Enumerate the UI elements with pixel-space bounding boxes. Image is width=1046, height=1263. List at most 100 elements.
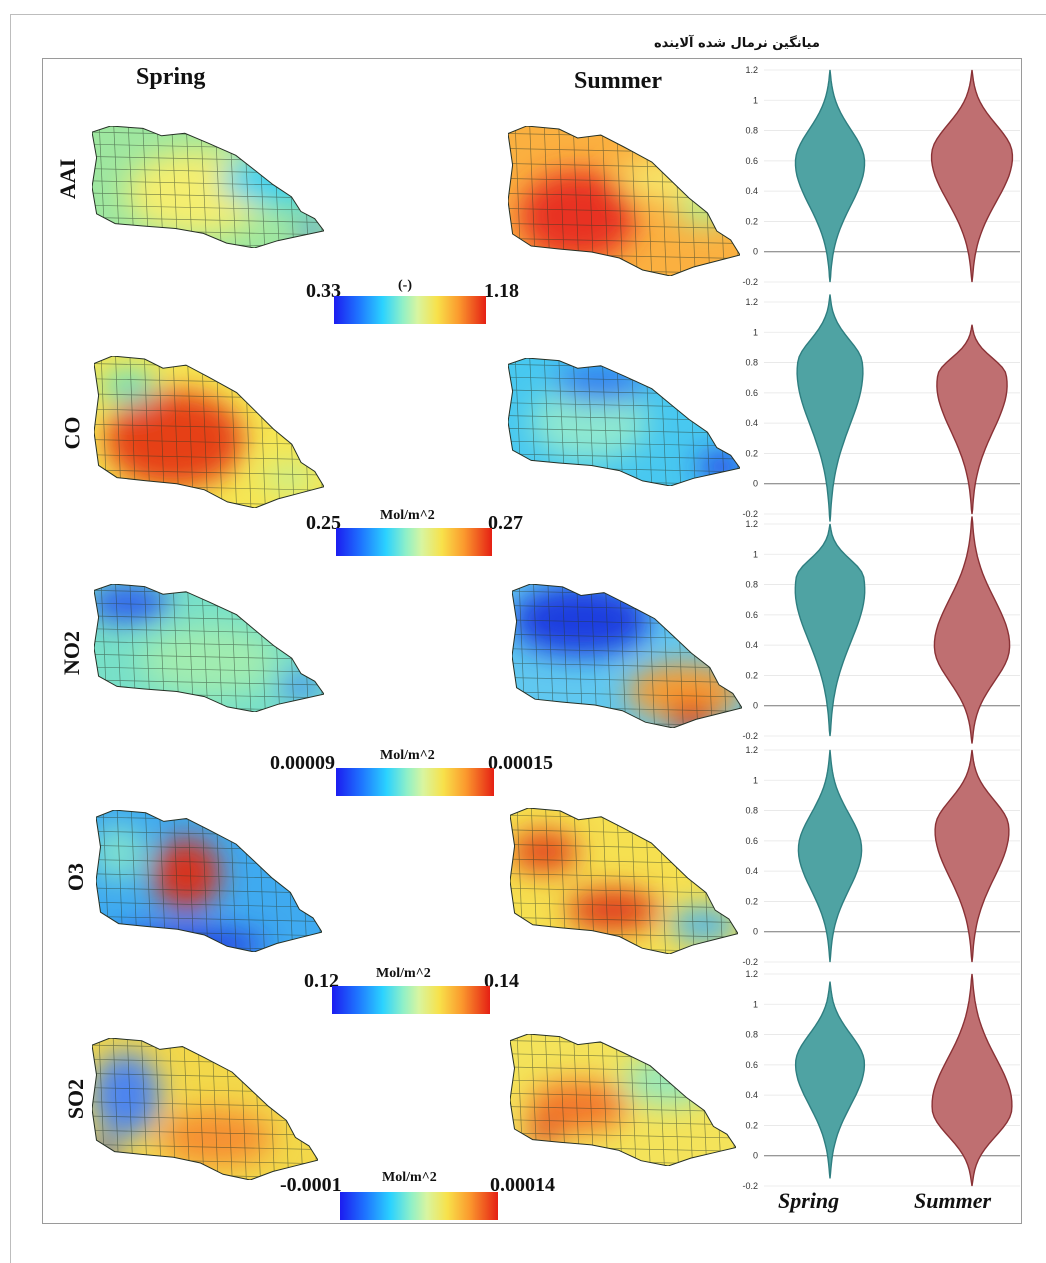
map-hotspot (627, 663, 742, 721)
summer-map (508, 126, 740, 276)
y-tick-label: 0 (753, 1151, 758, 1161)
map-hotspot (512, 584, 650, 656)
scale-min: -0.0001 (280, 1174, 342, 1196)
map-hotspot (100, 368, 157, 405)
map-hotspot (152, 838, 221, 910)
page-border-top (10, 14, 1046, 15)
colorbar (334, 296, 486, 324)
spring-map (96, 810, 322, 952)
y-tick-label: 0.6 (745, 836, 758, 846)
scale-unit: Mol/m^2 (382, 1170, 437, 1185)
pollutant-label: CO (59, 416, 85, 450)
district-line (587, 1034, 595, 1166)
scale-unit: Mol/m^2 (376, 966, 431, 981)
figure-frame (42, 58, 1022, 1224)
district-line (512, 720, 742, 727)
y-tick-label: 1 (753, 549, 758, 559)
district-line (510, 1132, 736, 1139)
spring-violin (794, 69, 866, 283)
scale-max: 0.00014 (490, 1174, 555, 1196)
map-outline (508, 358, 740, 486)
district-line (510, 1159, 736, 1165)
colorbar (336, 768, 494, 796)
y-tick-label: 0.8 (745, 1030, 758, 1040)
map-hotspot (619, 156, 722, 201)
y-tick-label: 1 (753, 999, 758, 1009)
district-line (94, 500, 324, 506)
map-hotspot (623, 1053, 714, 1107)
y-tick-label: 0.8 (745, 126, 758, 136)
district-line (187, 356, 194, 508)
map-hotspot (94, 584, 170, 623)
violin-panel-so2: 1.2 1 0.8 0.6 0.4 0.2 0 -0.2 (742, 969, 1020, 1190)
pollutant-label: NO2 (59, 631, 84, 675)
spring-column-title: Spring (136, 64, 206, 90)
scale-max: 1.18 (484, 280, 519, 302)
spring-map (92, 126, 324, 248)
map-hotspot (105, 390, 244, 489)
map-hotspot (140, 624, 278, 697)
violin-chart-title: میانگین نرمال شده آلاینده (654, 36, 820, 51)
district-line (172, 356, 180, 508)
y-tick-label: 1.2 (745, 745, 758, 755)
spring-map (94, 584, 324, 712)
y-tick-label: -0.2 (742, 1181, 758, 1190)
summer-map (512, 584, 742, 728)
y-tick-label: -0.2 (742, 277, 758, 287)
scale-min: 0.12 (304, 970, 339, 992)
district-line (587, 126, 595, 276)
scale-unit: (-) (398, 278, 412, 293)
y-tick-label: 1 (753, 95, 758, 105)
map-outline (92, 126, 324, 248)
pollutant-label: O3 (63, 862, 89, 892)
y-tick-label: 0 (753, 701, 758, 711)
summer-violin (933, 516, 1011, 744)
summer-map (510, 1034, 736, 1166)
map-hotspot (677, 190, 734, 227)
scale-max: 0.27 (488, 512, 523, 534)
district-line (588, 808, 595, 954)
district-line (508, 208, 740, 214)
spring-map (92, 1038, 318, 1180)
scale-min: 0.25 (306, 512, 341, 534)
district-line (96, 887, 322, 894)
summer-violin (931, 973, 1013, 1187)
y-tick-label: 0.2 (745, 1120, 758, 1130)
district-line (169, 1038, 177, 1180)
scale-min: 0.00009 (270, 752, 335, 774)
y-tick-label: 0.2 (745, 216, 758, 226)
summer-violin (930, 69, 1014, 283)
y-tick-label: 1.2 (745, 65, 758, 75)
y-tick-label: 1.2 (745, 519, 758, 529)
summer-column-title: Summer (574, 68, 662, 94)
colorbar (332, 986, 490, 1014)
spring-violin (794, 981, 866, 1179)
spring-violin (797, 749, 863, 963)
district-line (94, 454, 324, 461)
district-line (508, 428, 740, 434)
district-line (92, 204, 324, 211)
district-line (94, 469, 324, 476)
scale-unit: Mol/m^2 (380, 508, 435, 523)
district-line (508, 453, 740, 460)
district-line (590, 584, 598, 728)
y-tick-label: -0.2 (742, 731, 758, 741)
district-line (508, 223, 740, 229)
district-line (510, 902, 738, 909)
summer-map (508, 358, 740, 486)
district-line (92, 217, 324, 223)
y-tick-label: 0.6 (745, 388, 758, 398)
y-tick-label: -0.2 (742, 509, 758, 519)
spring-violin (796, 294, 864, 522)
y-tick-label: 0.8 (745, 806, 758, 816)
y-tick-label: 0.6 (745, 610, 758, 620)
y-tick-label: 0 (753, 479, 758, 489)
y-tick-label: 1 (753, 327, 758, 337)
y-tick-label: 0.4 (745, 186, 758, 196)
y-tick-label: 0 (753, 247, 758, 257)
district-line (96, 944, 322, 951)
map-outline (510, 808, 738, 954)
violin-panel-no2: 1.2 1 0.8 0.6 0.4 0.2 0 -0.2 (742, 516, 1020, 744)
y-tick-label: 1 (753, 775, 758, 785)
district-line (94, 679, 324, 686)
